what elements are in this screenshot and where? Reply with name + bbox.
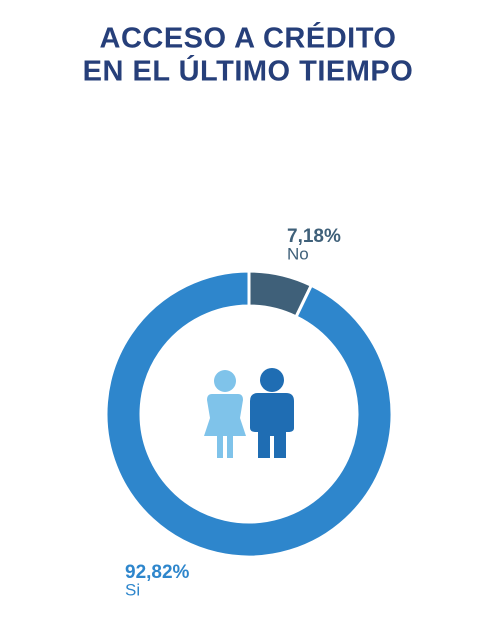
value-label: 92,82% [125,562,190,583]
people-icon [204,368,294,458]
value-label: 7,18% [287,226,341,247]
chart-title: EN EL ÚLTIMO TIEMPO [83,54,414,88]
category-label: No [287,244,309,263]
chart-title: ACCESO A CRÉDITO [100,21,397,55]
donut-slice [104,269,394,559]
donut [104,269,394,559]
category-label: Si [125,580,140,599]
